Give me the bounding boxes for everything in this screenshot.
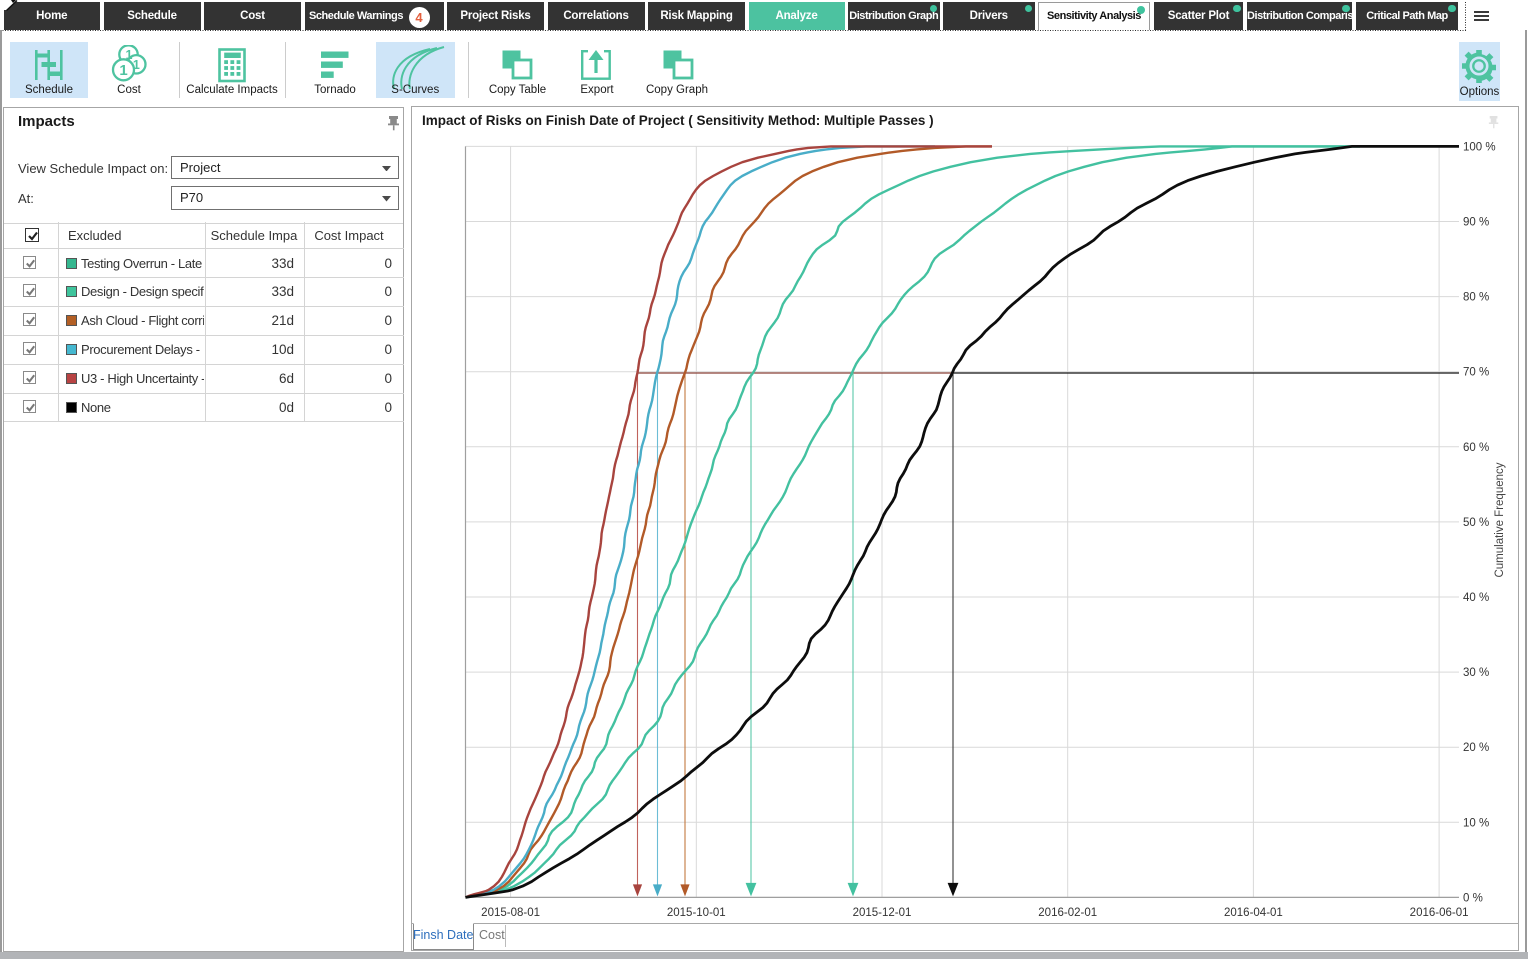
svg-text:1: 1 (133, 58, 140, 72)
svg-text:1: 1 (126, 48, 133, 62)
svg-text:1: 1 (119, 62, 127, 79)
